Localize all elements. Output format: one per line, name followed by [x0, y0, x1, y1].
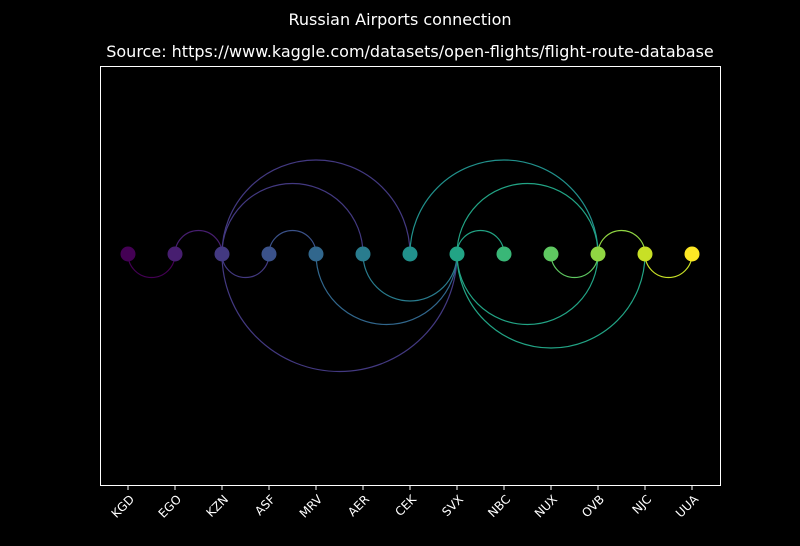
node-kgd	[120, 246, 136, 262]
node-mrv	[308, 246, 324, 262]
chart-title: Russian Airports connection	[288, 10, 511, 29]
node-njc	[637, 246, 653, 262]
edges-layer	[127, 159, 693, 373]
node-nux	[543, 246, 559, 262]
edge-njc-uua	[644, 253, 693, 279]
edge-kzn-asf	[221, 253, 270, 279]
nodes-layer	[120, 246, 700, 262]
node-kzn	[214, 246, 230, 262]
edge-cek-ovb	[409, 159, 599, 255]
plot-frame	[100, 66, 721, 486]
node-ego	[167, 246, 183, 262]
node-asf	[261, 246, 277, 262]
edge-kzn-cek	[221, 159, 411, 255]
edge-nux-ovb	[550, 253, 599, 279]
edge-aer-svx	[362, 253, 458, 302]
edge-svx-ovb	[456, 253, 599, 326]
node-nbc	[496, 246, 512, 262]
edge-svx-njc	[456, 253, 646, 349]
edge-svx-ovb	[456, 182, 599, 255]
node-svx	[449, 246, 465, 262]
edge-kzn-svx	[221, 253, 458, 373]
node-aer	[355, 246, 371, 262]
chart-subtitle: Source: https://www.kaggle.com/datasets/…	[106, 42, 714, 61]
edge-svx-nbc	[456, 229, 505, 255]
edge-asf-mrv	[268, 229, 317, 255]
edge-kgd-ego	[127, 253, 176, 279]
edge-kzn-aer	[221, 182, 364, 255]
node-ovb	[590, 246, 606, 262]
edge-ovb-njc	[597, 229, 646, 255]
node-cek	[402, 246, 418, 262]
edge-ego-kzn	[174, 229, 223, 255]
node-uua	[684, 246, 700, 262]
edge-mrv-svx	[315, 253, 458, 326]
